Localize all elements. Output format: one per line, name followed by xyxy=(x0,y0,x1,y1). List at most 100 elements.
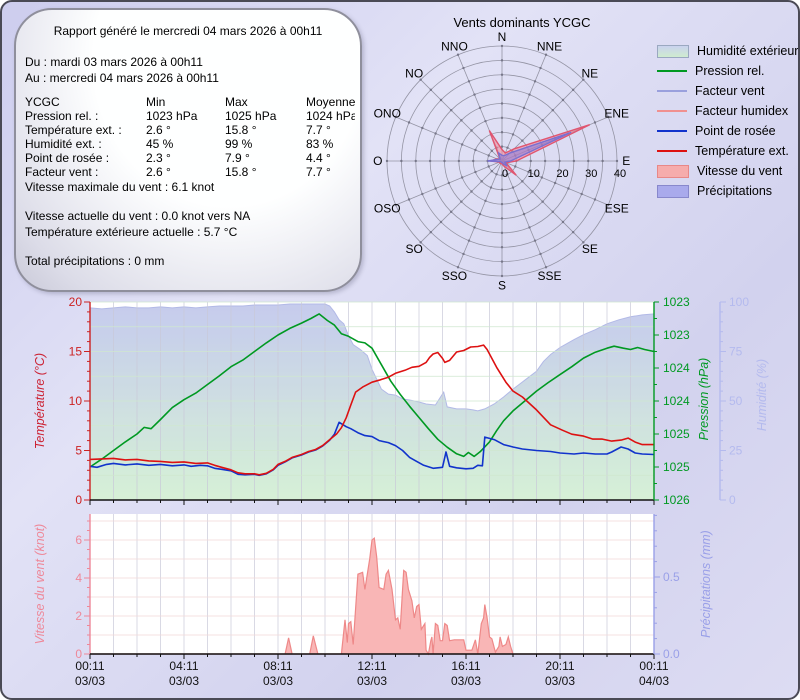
table-cell: 15.8 ° xyxy=(225,123,257,137)
stats-table: YCGC Min Max Moyenne Pression rel. : 1023 hPa… xyxy=(25,95,355,179)
table-row: Pression rel. : 1023 hPa 1025 hPa 1024 hPa xyxy=(25,109,355,123)
legend-label: Facteur vent xyxy=(695,84,765,98)
current-temp-line: Température extérieure actuelle : 5.7 °C xyxy=(25,225,238,239)
table-cell: 45 % xyxy=(146,137,174,151)
table-cell: 1025 hPa xyxy=(225,109,277,123)
svg-text:0.5: 0.5 xyxy=(663,570,680,584)
x-axis-time-label: 12:11 xyxy=(357,659,386,673)
pressure-axis-title: Pression (hPa) xyxy=(697,358,711,441)
svg-text:0.0: 0.0 xyxy=(663,647,680,661)
x-axis-time-label: 00:11 xyxy=(639,659,668,673)
svg-text:NO: NO xyxy=(405,66,423,80)
wind-speed-area xyxy=(90,536,654,656)
legend-label: Point de rosée xyxy=(695,124,776,138)
x-axis-date-label: 03/03 xyxy=(451,674,481,688)
legend-area-swatch xyxy=(657,164,689,178)
svg-text:20: 20 xyxy=(556,168,568,180)
table-cell: Facteur vent : xyxy=(25,165,99,179)
temperature-line xyxy=(89,344,654,476)
svg-text:SSO: SSO xyxy=(442,269,467,283)
table-cell: 15.8 ° xyxy=(225,165,257,179)
table-cell: 1024 hPa xyxy=(306,109,355,123)
legend-label: Pression rel. xyxy=(695,64,765,78)
svg-text:SSE: SSE xyxy=(538,269,562,283)
table-row: Humidité ext. : 45 % 99 % 83 % xyxy=(25,137,355,151)
table-row: Point de rosée : 2.3 ° 7.9 ° 4.4 ° xyxy=(25,151,355,165)
legend-item: Vitesse du vent xyxy=(657,161,798,181)
table-cell: 83 % xyxy=(306,137,334,151)
svg-text:1025: 1025 xyxy=(663,427,690,441)
svg-text:ONO: ONO xyxy=(374,107,401,121)
legend: Humidité extérieure Pression rel. Facteur … xyxy=(657,41,798,201)
table-cell: Min xyxy=(146,95,166,109)
svg-text:30: 30 xyxy=(585,168,597,180)
table-cell: 7.7 ° xyxy=(306,123,331,137)
table-row: Température ext. : 2.6 ° 15.8 ° 7.7 ° xyxy=(25,123,355,137)
table-cell: 7.9 ° xyxy=(225,151,250,165)
svg-text:10: 10 xyxy=(69,394,83,408)
svg-text:OSO: OSO xyxy=(374,202,401,216)
x-axis-time-label: 00:11 xyxy=(75,659,104,673)
x-axis-date-label: 03/03 xyxy=(263,674,293,688)
svg-text:4: 4 xyxy=(75,571,82,585)
legend-area-swatch xyxy=(657,184,689,198)
svg-text:NE: NE xyxy=(581,66,598,80)
svg-text:NNO: NNO xyxy=(441,39,468,53)
legend-item: Point de rosée xyxy=(657,121,798,141)
svg-text:S: S xyxy=(498,278,506,292)
legend-label: Vitesse du vent xyxy=(697,164,783,178)
pressure-line xyxy=(89,313,655,468)
svg-text:40: 40 xyxy=(614,168,626,180)
table-cell: Max xyxy=(225,95,248,109)
legend-item: Précipitations xyxy=(657,181,798,201)
table-cell: 7.7 ° xyxy=(306,165,331,179)
legend-label: Facteur humidex xyxy=(695,104,789,118)
svg-text:10: 10 xyxy=(528,168,540,180)
table-cell: 2.6 ° xyxy=(146,123,171,137)
table-cell: 1023 hPa xyxy=(146,109,198,123)
report-title: Rapport généré le mercredi 04 mars 2026 … xyxy=(53,24,323,38)
svg-text:20: 20 xyxy=(69,295,83,309)
max-wind-line: Vitesse maximale du vent : 6.1 knot xyxy=(25,180,215,194)
table-cell: Humidité ext. : xyxy=(25,137,102,151)
legend-label: Précipitations xyxy=(697,184,773,198)
table-cell: Moyenne xyxy=(306,95,355,109)
svg-text:1024: 1024 xyxy=(663,394,690,408)
period-from: Du : mardi 03 mars 2026 à 00h11 xyxy=(25,55,203,69)
legend-line-swatch xyxy=(657,130,687,132)
x-axis-date-label: 04/03 xyxy=(639,674,669,688)
table-cell: Pression rel. : xyxy=(25,109,99,123)
svg-text:75: 75 xyxy=(729,345,743,359)
legend-label: Température ext. xyxy=(695,144,789,158)
table-cell: YCGC xyxy=(25,95,60,109)
legend-item: Facteur vent xyxy=(657,81,798,101)
svg-text:2: 2 xyxy=(75,609,82,623)
table-header-row: YCGC Min Max Moyenne xyxy=(25,95,355,109)
current-wind-line: Vitesse actuelle du vent : 0.0 knot vers… xyxy=(25,209,251,223)
table-cell: Température ext. : xyxy=(25,123,122,137)
svg-text:1025: 1025 xyxy=(663,460,690,474)
x-axis-date-label: 03/03 xyxy=(357,674,387,688)
wind-rose-title: Vents dominants YCGC xyxy=(453,15,591,30)
svg-text:0: 0 xyxy=(729,493,736,507)
svg-text:5: 5 xyxy=(75,444,82,458)
svg-text:O: O xyxy=(373,154,382,168)
humidity-axis-title: Humidité (%) xyxy=(755,359,769,431)
svg-text:1026: 1026 xyxy=(663,493,690,507)
svg-text:SO: SO xyxy=(406,242,423,256)
x-axis-time-label: 04:11 xyxy=(169,659,198,673)
legend-item: Pression rel. xyxy=(657,61,798,81)
wind-rose-chart: N NNE NE ENE E ESE SE SSE S SSO SO OSO O ONO NO NNO 0 10 2… xyxy=(373,30,630,292)
legend-line-swatch xyxy=(657,110,687,112)
svg-text:6: 6 xyxy=(75,533,82,547)
table-row: Facteur vent : 2.6 ° 15.8 ° 7.7 ° xyxy=(25,165,355,179)
legend-item: Facteur humidex xyxy=(657,101,798,121)
svg-text:1023: 1023 xyxy=(663,328,690,342)
svg-text:N: N xyxy=(498,30,507,44)
svg-text:SE: SE xyxy=(582,242,598,256)
report-panel: Rapport généré le mercredi 04 mars 2026 … xyxy=(14,8,362,292)
temperature-axis-title: Température (°C) xyxy=(33,353,47,449)
x-axis-time-label: 08:11 xyxy=(263,659,292,673)
svg-text:0: 0 xyxy=(502,168,508,180)
